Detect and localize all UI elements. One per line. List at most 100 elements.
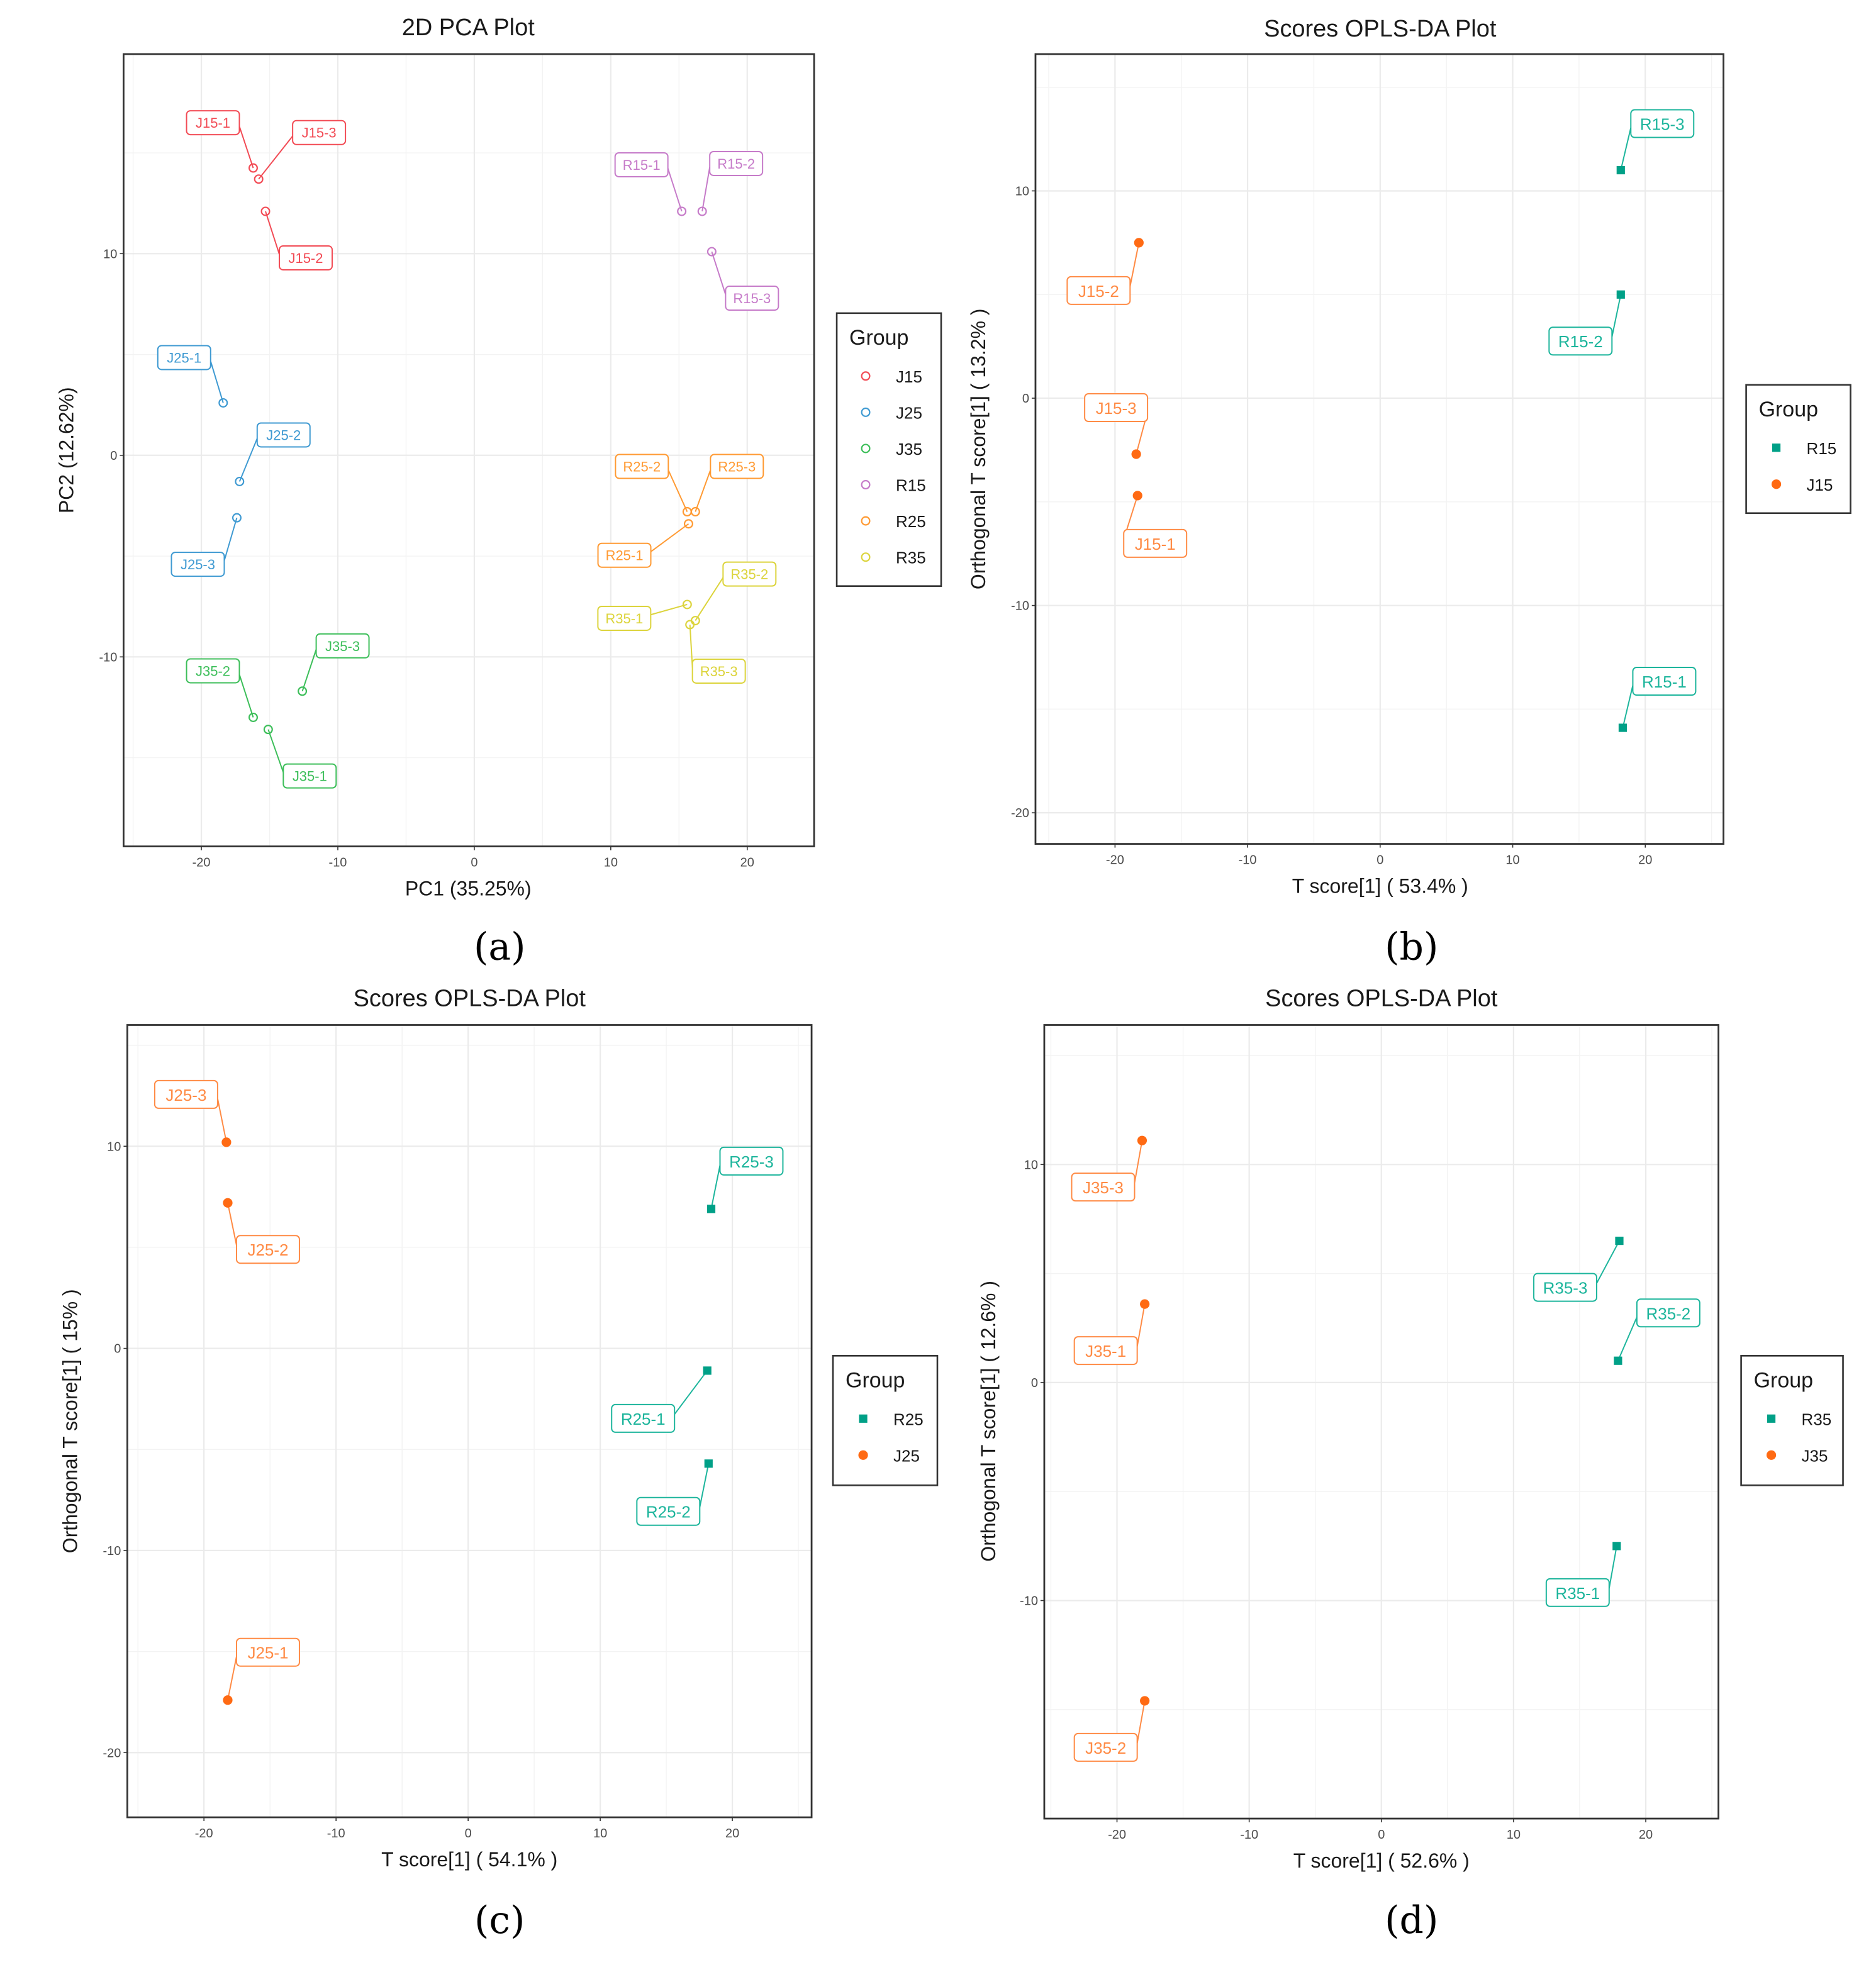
chart-title: 2D PCA Plot <box>402 14 535 41</box>
point-label-box <box>1073 1732 1138 1762</box>
legend-entry-label: R25 <box>893 1410 924 1429</box>
plot-background <box>127 1025 812 1818</box>
point-label: R15-2 <box>717 156 755 172</box>
point-label-box <box>1632 667 1697 696</box>
panel-tag: (b) <box>1385 925 1438 969</box>
label-leader-line <box>1136 1303 1146 1347</box>
point-R15-2 <box>1616 290 1625 299</box>
x-tick-label: 10 <box>593 1827 607 1841</box>
legend-entry-label: R15 <box>896 476 926 495</box>
x-tick-label: 0 <box>1376 854 1383 867</box>
point-label-box <box>1548 326 1613 356</box>
x-tick-label: 0 <box>471 856 477 870</box>
label-leader-line <box>711 251 727 295</box>
legend-title: Group <box>1759 398 1818 421</box>
label-leader-line <box>209 360 224 403</box>
point-label: R15-3 <box>1640 115 1685 134</box>
point-label: R35-1 <box>605 611 643 627</box>
point-label-box <box>282 763 337 789</box>
legend-marker-icon <box>861 480 871 490</box>
point-J35-3 <box>1137 1135 1147 1145</box>
label-leader-line <box>216 1098 227 1143</box>
point-label: J35-3 <box>325 638 360 654</box>
point-label-box <box>1066 276 1131 305</box>
y-tick-label: 0 <box>1031 1376 1038 1390</box>
point-label: J35-1 <box>293 769 327 784</box>
point-R25-3 <box>706 1205 716 1213</box>
x-tick-label: -10 <box>1240 1828 1258 1842</box>
legend-marker-icon <box>1766 1450 1777 1460</box>
point-label: J25-2 <box>247 1240 288 1259</box>
point-label: J15-1 <box>1135 535 1176 554</box>
label-leader-line <box>674 1370 708 1415</box>
legend-marker-icon <box>1771 479 1782 489</box>
y-axis-title: Orthogonal T score[1] ( 13.2% ) <box>967 308 990 589</box>
x-axis-title: PC1 (35.25%) <box>405 877 532 900</box>
point-label-box <box>636 1496 701 1526</box>
y-tick-label: 0 <box>110 449 117 463</box>
point-label-box <box>154 1079 218 1109</box>
x-tick-label: 10 <box>1507 1828 1521 1842</box>
x-tick-label: 0 <box>465 1827 472 1841</box>
point-J25-1 <box>223 1695 233 1705</box>
point-label-box <box>235 1637 300 1667</box>
point-R35-3 <box>685 620 695 630</box>
point-label-box <box>611 1403 676 1433</box>
point-label: R15-2 <box>1558 332 1603 351</box>
legend-marker-icon <box>861 371 871 381</box>
legend-entry-label: J15 <box>896 367 922 386</box>
legend-title: Group <box>846 1368 905 1392</box>
plot-background <box>123 53 815 847</box>
point-label: R35-2 <box>730 567 768 582</box>
point-label: J25-3 <box>181 557 215 572</box>
point-label: R25-3 <box>729 1152 774 1171</box>
point-R15-2 <box>697 206 707 216</box>
legend-marker-icon <box>861 552 871 562</box>
label-leader-line <box>238 674 254 718</box>
point-label-box <box>710 454 764 479</box>
point-label: J35-2 <box>1085 1739 1126 1758</box>
legend-box <box>835 312 942 588</box>
point-label: J15-1 <box>196 115 230 131</box>
y-tick-label: 10 <box>107 1140 121 1154</box>
point-label-box <box>315 633 370 659</box>
point-J15-2 <box>1134 238 1144 248</box>
point-label-box <box>719 1146 784 1176</box>
point-label: R35-1 <box>1555 1584 1600 1603</box>
panel-tag: (c) <box>474 1898 525 1942</box>
point-J35-2 <box>248 712 258 722</box>
label-leader-line <box>1596 1240 1620 1284</box>
x-tick-label: -10 <box>329 856 347 870</box>
point-label: J15-2 <box>288 250 323 266</box>
y-tick-label: -10 <box>1020 1594 1038 1608</box>
label-leader-line <box>667 168 683 212</box>
point-label: R25-3 <box>718 459 756 475</box>
x-tick-label: 10 <box>604 856 618 870</box>
point-label: R25-2 <box>646 1503 691 1522</box>
x-axis-title: T score[1] ( 54.1% ) <box>381 1848 557 1871</box>
point-label: R25-1 <box>606 548 644 564</box>
y-tick-label: -20 <box>103 1746 121 1760</box>
point-J15-1 <box>1132 491 1142 501</box>
point-R15-3 <box>1616 165 1625 175</box>
point-J35-2 <box>1140 1696 1150 1706</box>
point-R15-3 <box>706 247 717 257</box>
point-J35-3 <box>298 686 308 696</box>
panel-tag: (a) <box>474 925 526 969</box>
x-tick-label: -20 <box>195 1827 213 1841</box>
label-leader-line <box>238 438 258 482</box>
point-J15-1 <box>248 163 258 173</box>
point-label-box <box>292 120 347 145</box>
label-leader-line <box>1622 685 1634 728</box>
x-tick-label: -20 <box>1108 1828 1126 1842</box>
point-label-box <box>1533 1273 1598 1302</box>
legend-box <box>832 1355 939 1486</box>
legend-marker-icon <box>1772 443 1781 452</box>
label-leader-line <box>1608 1546 1617 1589</box>
point-label-box <box>1545 1578 1610 1607</box>
label-leader-line <box>689 624 693 668</box>
point-label-box <box>1636 1298 1700 1328</box>
point-label: J25-1 <box>167 350 201 365</box>
point-label-box <box>279 245 333 270</box>
